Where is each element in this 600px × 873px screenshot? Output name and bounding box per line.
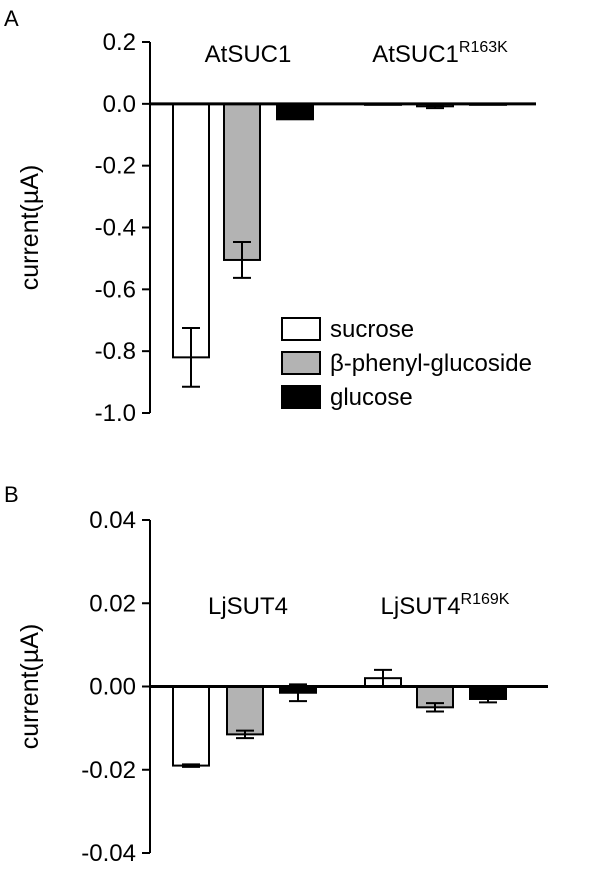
legend-label: glucose	[330, 384, 413, 411]
legend-swatch	[281, 351, 321, 375]
group-label: AtSUC1	[205, 41, 292, 68]
panel-label: A	[4, 6, 19, 31]
y-tick-label: 0.04	[89, 507, 136, 534]
y-tick-label: 0.2	[103, 29, 136, 56]
y-tick-label: 0.00	[89, 674, 136, 701]
group-label: AtSUC1R163K	[372, 39, 508, 68]
y-tick-label: -0.2	[95, 153, 136, 180]
bar	[223, 102, 261, 261]
legend: sucrose β-phenyl-glucoside glucose	[281, 316, 532, 411]
legend-label: sucrose	[330, 316, 414, 343]
legend-swatch	[281, 385, 321, 409]
bar	[276, 102, 314, 121]
y-tick-label: 0.0	[103, 91, 136, 118]
bar	[226, 685, 264, 736]
y-tick-label: -0.02	[81, 757, 136, 784]
panel-label: B	[4, 482, 19, 507]
legend-swatch	[281, 317, 321, 341]
bar	[172, 102, 210, 359]
bar	[172, 685, 210, 767]
y-tick-label: -1.0	[95, 400, 136, 427]
group-label: LjSUT4	[208, 593, 288, 620]
y-tick-label: 0.02	[89, 590, 136, 617]
y-tick-label: -0.04	[81, 840, 136, 867]
panel-a-chart: A 0.2 0.0 -0.2 -0.4 -0.6 -0.8 -1.0 current(µA) At…	[4, 6, 536, 427]
legend-label: β-phenyl-glucoside	[330, 350, 532, 377]
y-tick-label: -0.8	[95, 338, 136, 365]
panel-b-chart: B 0.04 0.02 0.00 -0.02 -0.04 current(µA) LjSUT4…	[4, 482, 548, 867]
y-tick-label: -0.4	[95, 215, 136, 242]
y-axis-title: current(µA)	[16, 165, 44, 291]
group-label: LjSUT4R169K	[381, 591, 510, 620]
y-tick-label: -0.6	[95, 276, 136, 303]
y-axis-title: current(µA)	[16, 624, 44, 750]
